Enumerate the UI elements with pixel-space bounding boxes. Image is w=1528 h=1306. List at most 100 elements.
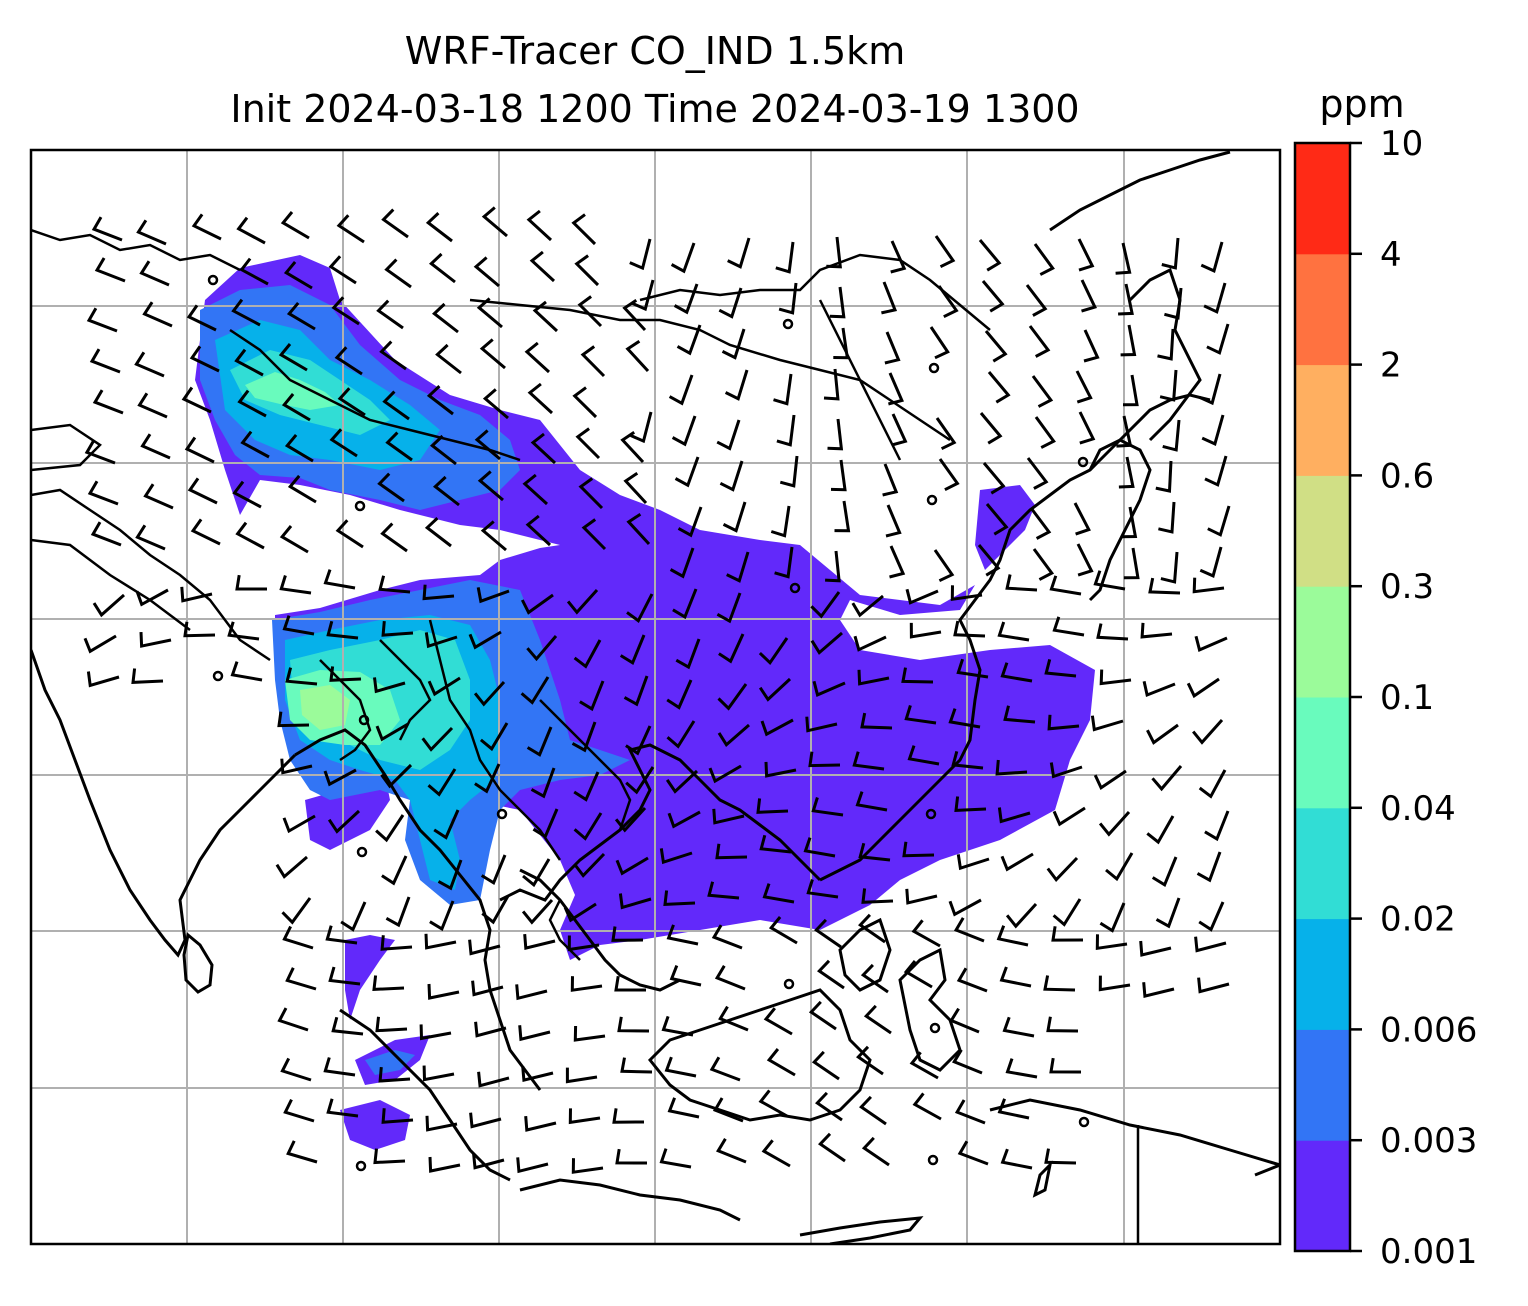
wind-barb	[1186, 677, 1220, 699]
colorbar-tick-label: 10	[1380, 124, 1423, 164]
wind-barb	[139, 260, 170, 287]
wind-barb	[426, 385, 454, 416]
wind-barb	[323, 768, 357, 787]
wind-barb	[328, 255, 357, 285]
wind-barb	[1120, 324, 1137, 357]
wind-barb	[529, 250, 556, 283]
wind-barb	[1198, 901, 1225, 932]
wind-barb	[277, 711, 310, 728]
wind-barb	[617, 1016, 650, 1033]
wind-barb	[901, 667, 934, 684]
field-level-0.001-andaman	[305, 775, 390, 850]
calm-wind-circle	[929, 1022, 941, 1034]
colorbar: 0.001 0.003 0.006 0.02 0.04 0.1 0.3 0.6 2 4 10	[1293, 124, 1477, 1272]
wind-barb	[481, 895, 510, 925]
border-west-1	[31, 423, 102, 472]
border-west-3	[31, 538, 191, 631]
wind-barb	[429, 434, 457, 466]
wind-barb	[888, 372, 904, 406]
wind-barb	[902, 841, 935, 858]
wind-barb	[823, 368, 840, 401]
field-level-0.001-sumatra3	[340, 1100, 410, 1150]
wind-barb	[94, 257, 126, 283]
wind-barb	[950, 585, 983, 602]
wind-barb	[665, 769, 699, 794]
wind-barb	[565, 1067, 598, 1084]
wind-barb	[881, 281, 898, 315]
coastline-india-west	[31, 649, 297, 958]
field-level-0.003-sumatra	[365, 1050, 415, 1075]
wind-barb	[424, 933, 457, 950]
wind-barb	[428, 1156, 461, 1173]
wind-barb	[477, 1071, 510, 1088]
wind-barb	[323, 1057, 356, 1077]
wind-barb	[1105, 852, 1134, 882]
wind-barb	[858, 842, 891, 862]
wind-barb	[861, 1136, 890, 1167]
wind-barb	[235, 521, 265, 550]
wind-barb	[619, 634, 646, 666]
wind-barb	[278, 343, 308, 372]
wind-barb	[979, 412, 1003, 445]
colorbar-tick-label: 0.6	[1380, 456, 1434, 496]
wind-barb	[385, 431, 413, 462]
wind-barb	[191, 213, 222, 241]
colorbar-segment	[1295, 1029, 1350, 1141]
wind-barb	[996, 925, 1029, 947]
wind-barb	[1003, 705, 1036, 724]
colorbar-segment	[1295, 697, 1350, 809]
wind-barb	[136, 219, 167, 246]
wind-barb	[521, 1066, 554, 1082]
wind-barb	[334, 346, 363, 376]
wind-barb	[666, 924, 699, 946]
wind-barb	[909, 622, 942, 639]
colorbar-tick-label: 0.1	[1380, 678, 1434, 718]
wind-barb	[669, 965, 702, 987]
wind-barb	[578, 477, 604, 510]
wind-barb	[718, 633, 745, 664]
wind-barb	[375, 1016, 408, 1033]
colorbar-tick-label: 0.006	[1380, 1010, 1477, 1050]
wind-barb	[882, 463, 899, 497]
wind-barb	[521, 898, 554, 925]
wind-barb	[810, 591, 841, 619]
wind-barb	[1049, 762, 1083, 779]
wind-barb	[1099, 669, 1132, 686]
wind-barb	[280, 1057, 312, 1082]
wind-barb	[1052, 898, 1082, 927]
wind-barb	[1073, 502, 1091, 536]
wind-barb	[859, 1095, 887, 1126]
wind-barb	[566, 588, 599, 615]
wind-barb	[620, 430, 645, 464]
coastline-srilanka	[182, 932, 214, 994]
wind-barb	[234, 348, 264, 377]
wind-barb	[852, 751, 885, 771]
wind-barb	[1158, 501, 1176, 534]
wind-barb	[231, 298, 261, 327]
wind-barb	[1046, 1016, 1079, 1033]
wind-barb	[626, 593, 654, 623]
coastline-indochina	[499, 743, 822, 902]
wind-barb	[1029, 507, 1052, 540]
calm-wind-circle	[925, 808, 937, 820]
wind-barb	[612, 1108, 645, 1124]
wind-barb	[1204, 455, 1228, 487]
wind-barb	[667, 810, 701, 829]
wind-barb	[775, 241, 795, 274]
wind-barb	[956, 967, 988, 993]
chart-title-line2: Init 2024-03-18 1200 Time 2024-03-19 130…	[230, 87, 1080, 131]
wind-barb	[518, 1025, 551, 1042]
wind-barb	[719, 460, 744, 492]
wind-barb	[1123, 547, 1140, 580]
wind-barb	[575, 427, 601, 460]
wind-barb	[183, 621, 216, 638]
wind-barb	[372, 975, 405, 991]
wind-barb	[884, 331, 901, 365]
wind-barb	[1206, 323, 1230, 355]
wind-barb	[526, 726, 553, 757]
calm-wind-circle	[1078, 1116, 1090, 1128]
wind-barb	[373, 1148, 406, 1165]
wind-barb	[1005, 574, 1038, 592]
wind-barb	[833, 327, 850, 360]
